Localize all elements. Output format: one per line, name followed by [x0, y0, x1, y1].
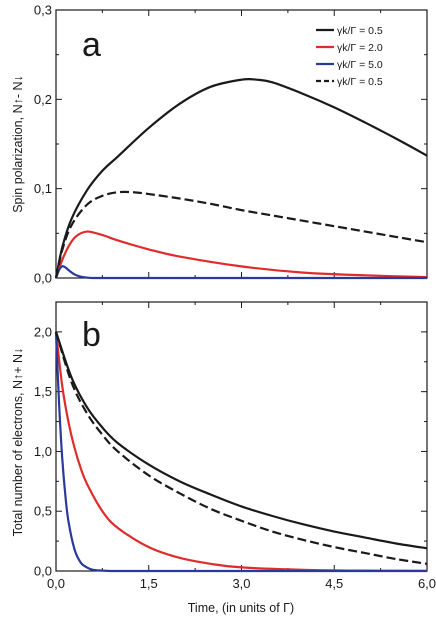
panel-a-ytick-label: 0,3 [34, 3, 52, 18]
panel-b-ytick-label: 0,5 [34, 504, 52, 519]
panel-b-ytick-label: 1,5 [34, 384, 52, 399]
legend-label: γk/Γ = 0.5 [337, 76, 383, 88]
panel-a-ytick-label: 0,2 [34, 92, 52, 107]
panel-a-series-line-2 [54, 230, 428, 279]
legend-label: γk/Γ = 0.5 [337, 25, 383, 37]
panel-a-letter: a [82, 26, 101, 64]
legend-entry: γk/Γ = 0.5 [316, 25, 383, 37]
panel-b-xtick-label: 4,5 [325, 576, 343, 591]
panel-b-series-line-1 [54, 331, 428, 550]
panel-b-xlabel: Time, (in units of Γ) [188, 601, 294, 615]
panel-b-ticks: 0,0 1,5 3,0 4,5 6,0 0,0 0,5 1,0 1,5 2,0 [34, 302, 436, 591]
panel-a-spin-polarization: 0,0 0,1 0,2 0,3 a Spin polarization, N↑- N↓… [11, 3, 428, 286]
legend-entry: γk/Γ = 2.0 [316, 42, 383, 54]
legend-entry: γk/Γ = 5.0 [316, 59, 383, 71]
panel-b-series-line-4 [54, 331, 428, 565]
legend-label: γk/Γ = 2.0 [337, 42, 383, 54]
panel-a-series [54, 77, 428, 280]
panel-a-series-line-1 [54, 77, 428, 279]
panel-b-xtick-label: 1,5 [140, 576, 158, 591]
panel-b-xtick-label: 6,0 [418, 576, 436, 591]
panel-b-series [54, 331, 428, 573]
panel-b-series-line-2 [54, 331, 428, 572]
panel-b-total-electrons: 0,0 1,5 3,0 4,5 6,0 0,0 0,5 1,0 1,5 2,0 b Total n… [11, 301, 436, 615]
panel-b-letter: b [82, 316, 101, 354]
panel-a-ytick-label: 0,1 [34, 181, 52, 196]
panel-a-ylabel: Spin polarization, N↑- N↓ [11, 75, 25, 213]
panel-b-series-line-3 [54, 331, 427, 573]
panel-a-series-line-3 [54, 265, 427, 280]
panel-b-xtick-label: 0,0 [47, 576, 65, 591]
panel-b-xtick-label: 3,0 [232, 576, 250, 591]
panel-a-legend: γk/Γ = 0.5 γk/Γ = 2.0 γk/Γ = 5.0 γk/Γ = … [316, 25, 383, 88]
panel-a-ticks: 0,0 0,1 0,2 0,3 [34, 3, 428, 286]
legend-label: γk/Γ = 5.0 [337, 59, 383, 71]
legend-entry: γk/Γ = 0.5 [316, 76, 383, 88]
panel-b-ytick-label: 0,0 [34, 564, 52, 579]
panel-a-series-line-4 [54, 190, 428, 279]
panel-b-ytick-label: 2,0 [34, 324, 52, 339]
panel-a-ytick-label: 0,0 [34, 271, 52, 286]
panel-b-ylabel: Total number of electrons, N↑+ N↓ [11, 348, 25, 537]
panel-b-ytick-label: 1,0 [34, 444, 52, 459]
